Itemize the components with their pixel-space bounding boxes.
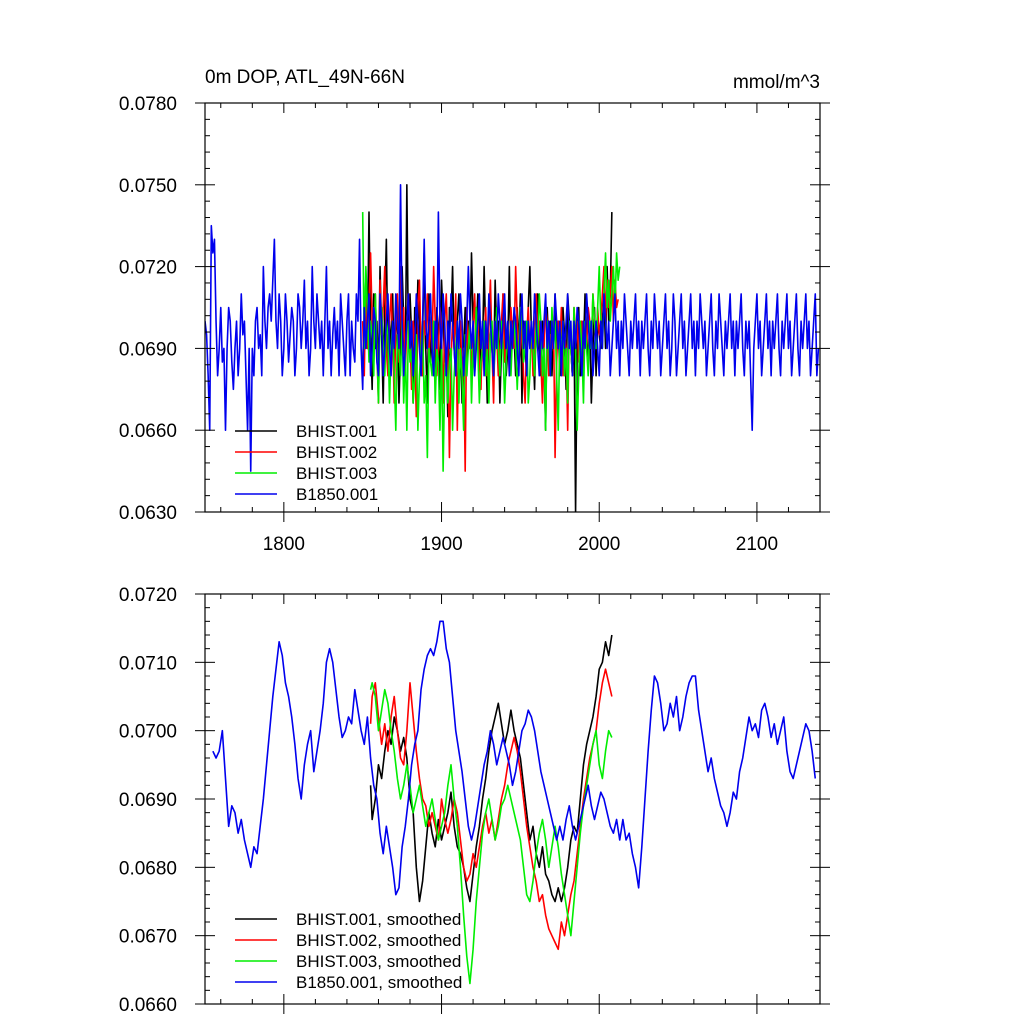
bottom-legend-label-3: B1850.001, smoothed <box>296 973 462 992</box>
bottom-series-layer <box>212 620 817 985</box>
top-panel: 0m DOP, ATL_49N-66N mmol/m^3 1800 1900 200… <box>119 67 830 555</box>
top-legend: BHIST.001 BHIST.002 BHIST.003 B1850.001 <box>235 422 378 504</box>
bottom-series-line-3 <box>212 620 817 896</box>
top-x-tick-label: 1800 <box>263 534 305 555</box>
top-legend-label-2: BHIST.003 <box>296 464 377 483</box>
bottom-axes: 0.0660 0.0670 0.0680 0.0690 0.0700 0.0710 0.07… <box>119 585 830 1016</box>
top-legend-label-1: BHIST.002 <box>296 443 377 462</box>
units-label: mmol/m^3 <box>733 72 820 93</box>
bottom-legend-label-2: BHIST.003, smoothed <box>296 952 461 971</box>
bottom-legend-label-1: BHIST.002, smoothed <box>296 931 461 950</box>
bottom-y-tick-label: 0.0660 <box>119 995 177 1016</box>
top-series-line-3 <box>205 184 820 472</box>
top-y-tick-label: 0.0690 <box>119 339 177 360</box>
top-y-tick-label: 0.0780 <box>119 94 177 115</box>
top-plot-frame <box>204 102 821 513</box>
top-y-tick-label: 0.0630 <box>119 503 177 524</box>
bottom-legend: BHIST.001, smoothed BHIST.002, smoothed BH… <box>235 910 462 992</box>
top-x-tick-label: 2100 <box>736 534 778 555</box>
top-legend-label-0: BHIST.001 <box>296 422 377 441</box>
top-x-tick-label: 2000 <box>578 534 620 555</box>
bottom-y-tick-label: 0.0700 <box>119 722 177 743</box>
top-legend-label-3: B1850.001 <box>296 485 378 504</box>
top-series-layer <box>205 184 820 512</box>
bottom-y-tick-label: 0.0670 <box>119 927 177 948</box>
top-y-tick-label: 0.0750 <box>119 176 177 197</box>
bottom-y-tick-label: 0.0690 <box>119 790 177 811</box>
bottom-y-tick-label: 0.0720 <box>119 585 177 606</box>
bottom-y-tick-label: 0.0710 <box>119 653 177 674</box>
top-axes: 1800 1900 2000 2100 0.0630 0.0660 0.0690 0.0720… <box>119 94 830 555</box>
bottom-legend-label-0: BHIST.001, smoothed <box>296 910 461 929</box>
top-y-tick-label: 0.0660 <box>119 421 177 442</box>
bottom-panel: 0.0660 0.0670 0.0680 0.0690 0.0700 0.0710 0.07… <box>119 585 830 1016</box>
bottom-series-line-1 <box>369 668 613 951</box>
top-panel-title: 0m DOP, ATL_49N-66N <box>205 67 405 88</box>
top-y-tick-label: 0.0720 <box>119 258 177 279</box>
top-x-tick-label: 1900 <box>420 534 462 555</box>
bottom-y-tick-label: 0.0680 <box>119 858 177 879</box>
